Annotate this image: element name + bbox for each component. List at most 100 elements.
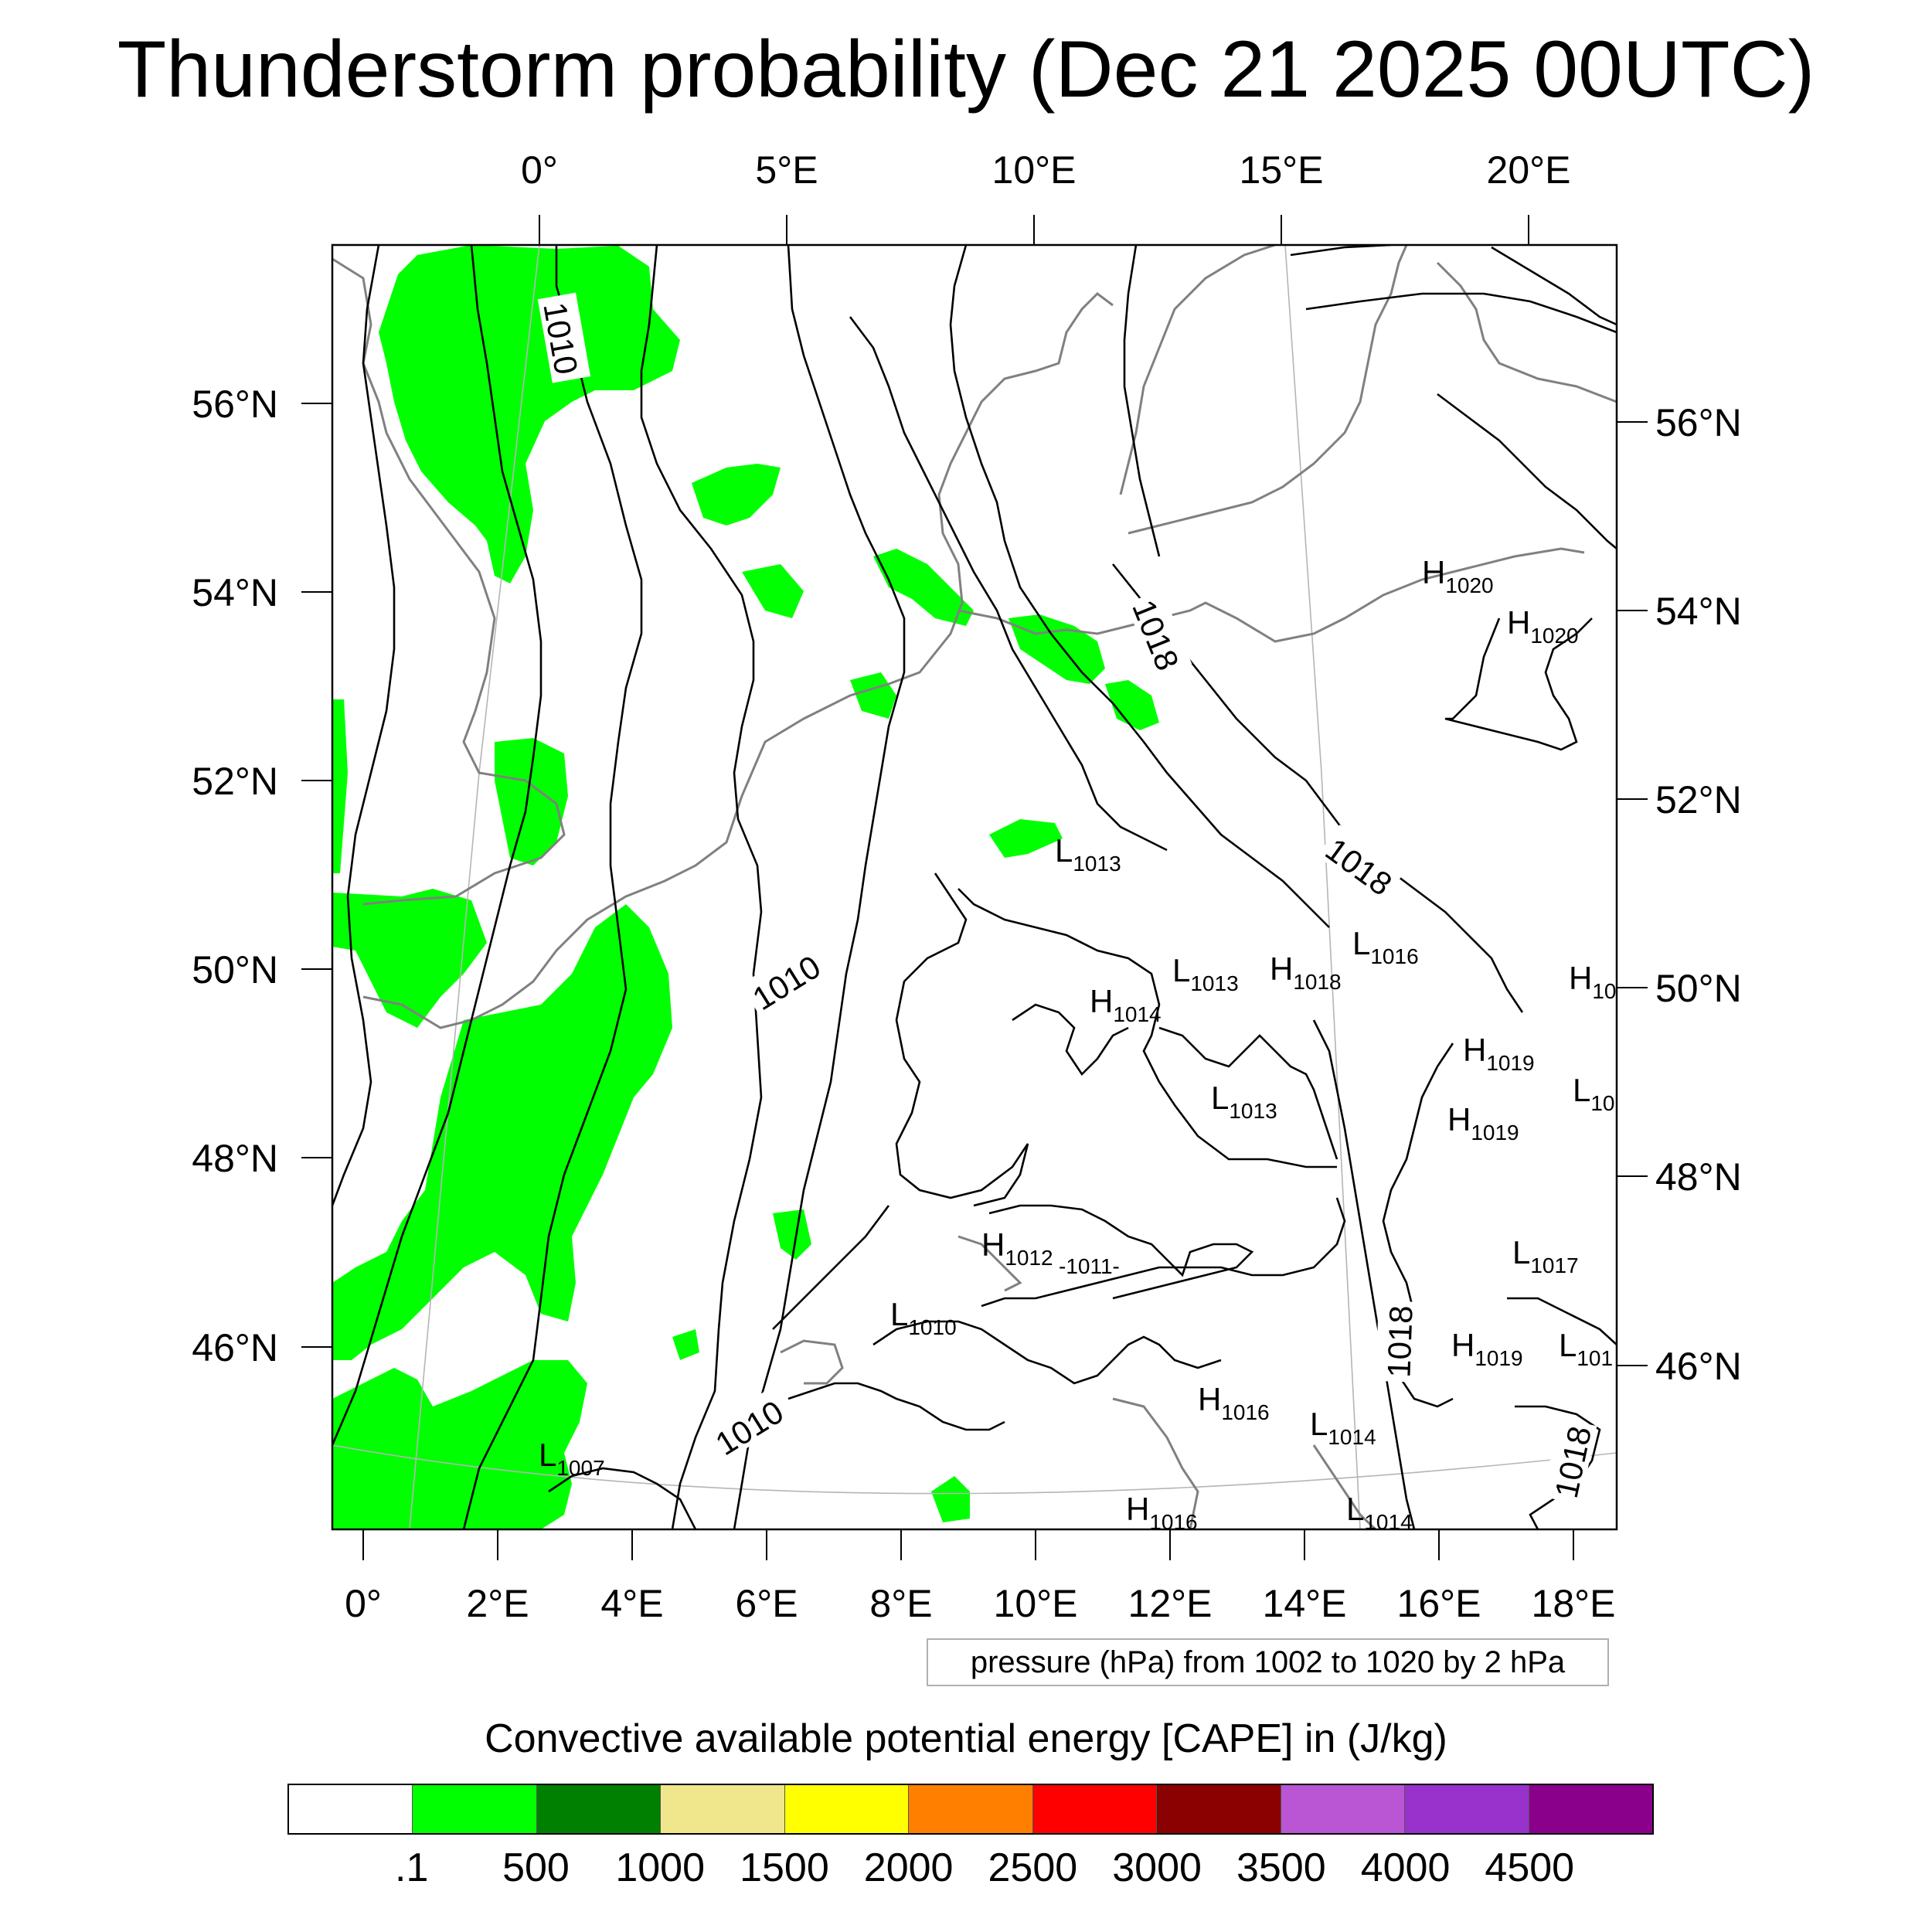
high-pressure-center: H1019 <box>1463 1032 1535 1075</box>
cape-area-german-bight <box>873 549 974 626</box>
high-pressure-center: H10 <box>1569 960 1617 1003</box>
low-pressure-center: L1013 <box>1172 952 1239 995</box>
low-pressure-center: L1014 <box>1346 1491 1413 1534</box>
colorbar-swatch <box>536 1785 662 1833</box>
isobar-7 <box>949 245 1330 928</box>
map-title: Thunderstorm probability (Dec 21 2025 00… <box>117 25 1815 114</box>
high-pressure-center: H1019 <box>1451 1327 1523 1370</box>
colorbar-title: Convective available potential energy [C… <box>485 1716 1447 1761</box>
cape-area-north-sea-east <box>692 464 781 526</box>
top-lon-label: 20°E <box>1487 148 1571 192</box>
colorbar-label: 4500 <box>1485 1845 1575 1890</box>
cape-area-baltic-coast <box>1009 614 1105 684</box>
isobars <box>332 245 1617 1529</box>
left-lat-label: 48°N <box>192 1137 278 1180</box>
cape-area-poland-west <box>1105 680 1159 730</box>
cape-area-north-sea-patch <box>742 564 804 618</box>
low-pressure-center: L1016 <box>1352 925 1419 968</box>
cape-area-channel <box>332 889 487 1028</box>
bottom-lon-label: 0° <box>345 1582 382 1625</box>
colorbar-label: 1500 <box>740 1845 829 1890</box>
cape-areas <box>332 245 1159 1529</box>
high-pressure-center: H1019 <box>1447 1101 1519 1145</box>
isobar-2 <box>332 245 543 1446</box>
right-lat-label: 54°N <box>1655 590 1742 633</box>
colorbar-label: 3500 <box>1236 1845 1326 1890</box>
isobar-16 <box>957 888 1337 1168</box>
isobar-13 <box>1437 393 1617 549</box>
high-pressure-center: H1018 <box>1270 951 1342 994</box>
pressure-centers: H1020 H1020 L1013 L1013 H1018 L1016 H101… <box>539 554 1617 1534</box>
colorbar-swatch <box>1405 1785 1529 1833</box>
isobar-1 <box>332 245 396 1206</box>
cape-area-south-small <box>672 1329 699 1360</box>
isobar-18 <box>1158 1026 1338 1160</box>
contour-info-box: pressure (hPa) from 1002 to 1020 by 2 hP… <box>927 1638 1609 1686</box>
right-lat-label: 48°N <box>1655 1155 1742 1199</box>
right-lat-label: 56°N <box>1655 401 1742 444</box>
high-pressure-center: H1012 <box>981 1226 1053 1270</box>
isobar-3 <box>462 245 643 1529</box>
bottom-lon-label: 16°E <box>1397 1582 1481 1625</box>
coastlines <box>332 245 1617 1529</box>
high-pressure-center: H1014 <box>1090 983 1162 1026</box>
isobar-19 <box>988 1204 1254 1300</box>
colorbar-swatch <box>784 1785 910 1833</box>
bottom-lon-labels: 0° 2°E 4°E 6°E 8°E 10°E 12°E 14°E 16°E 1… <box>345 1582 1615 1625</box>
high-pressure-center: H1020 <box>1507 604 1579 648</box>
left-ticks <box>301 403 332 1348</box>
low-pressure-center: L1010 <box>890 1296 957 1339</box>
colorbar-label: 3000 <box>1112 1845 1202 1890</box>
left-lat-label: 56°N <box>192 383 278 426</box>
isobar-10 <box>1290 245 1392 257</box>
cape-area-north-sea <box>379 245 680 583</box>
isobar-label: 1018 <box>1548 1423 1598 1501</box>
colorbar-swatch <box>661 1785 785 1833</box>
colorbar-swatch <box>1157 1785 1281 1833</box>
isobar-label: 1018 <box>1380 1304 1419 1378</box>
bottom-lon-label: 18°E <box>1532 1582 1616 1625</box>
left-lat-label: 52°N <box>192 760 278 803</box>
bottom-lon-label: 12°E <box>1128 1582 1213 1625</box>
isobar-27 <box>1515 1405 1601 1529</box>
isobar-23 <box>787 1382 1005 1431</box>
left-lat-labels: 56°N 54°N 52°N 50°N 48°N 46°N <box>192 383 278 1369</box>
bottom-ticks <box>362 1529 1574 1560</box>
colorbar-label: 2500 <box>988 1845 1078 1890</box>
cape-area-dutch-coast <box>850 672 896 719</box>
colorbar-swatch <box>1529 1785 1652 1833</box>
isobar-9 <box>1111 563 1524 1013</box>
isobar-labels: 1010 1018 1018 1010 1010 1018 1018 <box>536 292 1598 1505</box>
cape-area-southwest <box>332 1360 587 1529</box>
bottom-lon-label: 14°E <box>1263 1582 1347 1625</box>
cape-area-east-anglia <box>495 738 568 866</box>
cape-area-germany-small <box>989 819 1063 858</box>
colorbar-swatch <box>413 1785 537 1833</box>
low-pressure-center: L10 <box>1573 1072 1615 1115</box>
low-pressure-center: L1014 <box>1310 1406 1376 1449</box>
right-lat-labels: 56°N 54°N 52°N 50°N 48°N 46°N <box>1655 401 1742 1388</box>
isobar-12 <box>1491 246 1617 326</box>
cape-area-france <box>332 904 672 1360</box>
isobar-value-marker: -1011- <box>1059 1254 1120 1278</box>
right-lat-label: 52°N <box>1655 778 1742 821</box>
bottom-lon-label: 2°E <box>466 1582 529 1625</box>
top-lon-label: 15°E <box>1240 148 1324 192</box>
isobar-21 <box>981 1197 1346 1308</box>
isobar-26 <box>1507 1297 1617 1345</box>
low-pressure-center: L101 <box>1559 1327 1613 1370</box>
isobar-17 <box>1012 1003 1129 1077</box>
right-ticks <box>1617 421 1648 1366</box>
isobar-20 <box>772 1205 890 1330</box>
top-lon-label: 0° <box>521 148 558 192</box>
isobar-11 <box>1305 292 1617 334</box>
top-lon-labels: 0° 5°E 10°E 15°E 20°E <box>521 148 1570 192</box>
isobar-22 <box>872 1320 1222 1385</box>
low-pressure-center: L1013 <box>1211 1080 1277 1123</box>
isobar-6 <box>849 316 1168 852</box>
colorbar-label: 4000 <box>1360 1845 1451 1890</box>
bottom-lon-label: 8°E <box>869 1582 932 1625</box>
top-lon-label: 5°E <box>755 148 818 192</box>
map-frame <box>331 243 1618 1531</box>
